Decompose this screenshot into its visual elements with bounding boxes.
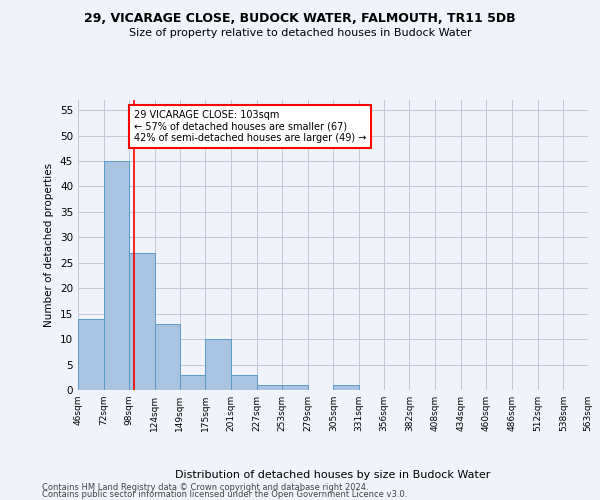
Bar [334,385,359,390]
Bar [231,374,257,390]
Text: Distribution of detached houses by size in Budock Water: Distribution of detached houses by size … [175,470,491,480]
Text: Size of property relative to detached houses in Budock Water: Size of property relative to detached ho… [128,28,472,38]
Text: Contains public sector information licensed under the Open Government Licence v3: Contains public sector information licen… [42,490,407,499]
Bar [179,374,205,390]
Text: 29 VICARAGE CLOSE: 103sqm
← 57% of detached houses are smaller (67)
42% of semi-: 29 VICARAGE CLOSE: 103sqm ← 57% of detac… [134,110,367,144]
Bar [205,339,231,390]
Bar [282,385,308,390]
Bar [78,319,104,390]
Y-axis label: Number of detached properties: Number of detached properties [44,163,55,327]
Text: Contains HM Land Registry data © Crown copyright and database right 2024.: Contains HM Land Registry data © Crown c… [42,484,368,492]
Bar [155,324,179,390]
Text: 29, VICARAGE CLOSE, BUDOCK WATER, FALMOUTH, TR11 5DB: 29, VICARAGE CLOSE, BUDOCK WATER, FALMOU… [84,12,516,26]
Bar [104,161,129,390]
Bar [257,385,282,390]
Bar [129,252,155,390]
